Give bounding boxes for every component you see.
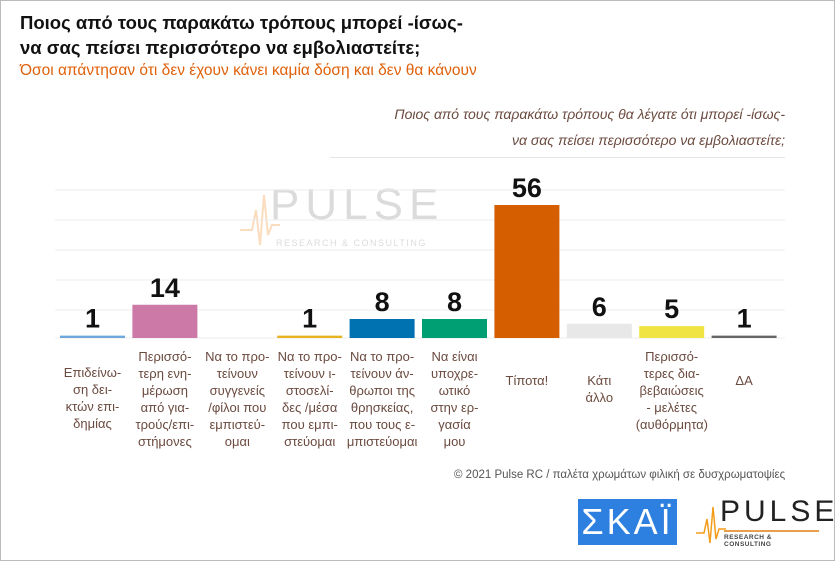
divider <box>330 157 785 158</box>
category-label-line: ΔΑ <box>735 373 753 388</box>
category-label-line: εμπιστεύ- <box>209 417 266 432</box>
bar <box>494 205 560 338</box>
category-label-line: τερη ενη- <box>138 366 192 381</box>
category-label: ΔΑ <box>708 372 780 389</box>
category-label-line: μου <box>443 434 466 449</box>
category-label-line: από για- <box>140 400 190 415</box>
category-label-line: συγγενείς <box>209 383 265 398</box>
category-label-line: θρησκείας, <box>350 400 414 415</box>
category-label-line: στην ερ- <box>430 400 479 415</box>
title-line-2: να σας πείσει περισσότερο να εμβολιαστεί… <box>20 37 421 58</box>
category-label-line: ωτικό <box>438 383 471 398</box>
category-label-line: (αυθόρμητα) <box>635 417 709 432</box>
category-label-line: μπιστεύομαι <box>346 434 418 449</box>
category-label: Να το προ-τείνουν συγγενείς/φίλοι που εμπι… <box>201 348 273 450</box>
bar <box>60 335 125 338</box>
bar <box>422 319 487 338</box>
category-label-line: - μελέτες <box>646 400 698 415</box>
category-label-line: που εμπι- <box>281 417 338 432</box>
category-label: Κάτι άλλο <box>563 372 635 406</box>
category-label: Να το προ-τείνουν ι-στοσελί-δες /μέσα που… <box>274 348 346 450</box>
category-label-line: άλλο <box>585 390 614 405</box>
question-line-1: Ποιος από τους παρακάτω τρόπους θα λέγατ… <box>394 106 785 122</box>
category-label-line: Να το προ- <box>277 349 342 364</box>
category-label-line: θρωποι της <box>349 383 415 398</box>
pulse-watermark: PULSE RESEARCH & CONSULTING <box>240 180 438 255</box>
category-label: Περισσό-τερες δια-βεβαιώσεις - μελέτες (αυ… <box>636 348 708 433</box>
question-text: Ποιος από τους παρακάτω τρόπους θα λέγατ… <box>265 101 785 153</box>
bar <box>277 335 343 338</box>
data-label: 1 <box>737 304 752 334</box>
category-label-line: μέρωση <box>141 383 188 398</box>
category-label-line: που τους ε- <box>349 417 416 432</box>
category-label-line: δες /μέσα <box>282 400 338 415</box>
category-label-line: ση δει- <box>72 382 113 397</box>
chart-subtitle: Όσοι απάντησαν ότι δεν έχουν κάνει καμία… <box>20 62 477 79</box>
pulse-wave-icon <box>696 506 726 544</box>
category-label-line: τερες δια- <box>643 366 700 381</box>
data-label: 6 <box>592 292 607 322</box>
bar <box>132 304 198 338</box>
category-label-line: Περισσό- <box>645 349 699 364</box>
category-label-line: Να το προ- <box>349 349 415 364</box>
category-label-line: Να το προ- <box>205 349 270 364</box>
category-label-line: υποχρε- <box>430 366 479 381</box>
pulse-logo: PULSE RESEARCH & CONSULTING <box>696 495 834 548</box>
footer-credit: © 2021 Pulse RC / παλέτα χρωμάτων φιλική… <box>454 469 786 481</box>
bar <box>711 335 777 338</box>
category-label-line: δημίας <box>73 416 112 431</box>
chart-title: Ποιος από τους παρακάτω τρόπους μπορεί -… <box>20 10 463 60</box>
category-label-line: στοσελί- <box>285 383 334 398</box>
skai-logo: ΣΚΑΪ <box>578 499 677 545</box>
data-label: 1 <box>302 304 317 334</box>
category-label-line: βεβαιώσεις <box>639 383 704 398</box>
category-label-line: στεύομαι <box>284 434 336 449</box>
data-label: 1 <box>85 304 100 334</box>
title-line-1: Ποιος από τους παρακάτω τρόπους μπορεί -… <box>20 12 463 33</box>
bar <box>639 326 705 338</box>
category-label-line: /φίλοι που <box>208 400 267 415</box>
category-label-line: γασία <box>438 417 471 432</box>
category-label: Να το προ-τείνουν άν-θρωποι της θρησκείας… <box>346 348 418 450</box>
pulse-logo-word: PULSE <box>720 495 835 528</box>
category-label-line: Κάτι <box>587 373 612 388</box>
category-label-line: στήμονες <box>138 434 192 449</box>
question-line-2: να σας πείσει περισσότερο να εμβολιαστεί… <box>511 132 785 148</box>
category-label-line: Επιδείνω- <box>63 365 122 380</box>
category-label-line: τείνουν άν- <box>350 366 414 381</box>
category-label-line: ομαι <box>224 434 250 449</box>
data-label: 8 <box>447 287 462 317</box>
category-label: Να είναι υποχρε-ωτικό στην ερ-γασία μου <box>419 348 491 450</box>
category-label-line: κτών επι- <box>65 399 120 414</box>
data-label: 5 <box>664 294 679 324</box>
category-label: Επιδείνω-ση δει-κτών επι-δημίας <box>57 364 129 432</box>
category-label-line: τείνουν ι- <box>283 366 336 381</box>
data-label: 14 <box>150 273 180 303</box>
category-label-line: τρούς/επι- <box>135 417 195 432</box>
category-label-line: τείνουν <box>216 366 258 381</box>
category-label-line: Να είναι <box>431 349 478 364</box>
category-label: Περισσό-τερη ενη-μέρωση από για-τρούς/επι… <box>129 348 201 450</box>
data-label: 8 <box>375 287 390 317</box>
watermark-word: PULSE <box>270 180 445 229</box>
watermark-sub: RESEARCH & CONSULTING <box>276 238 427 248</box>
pulse-logo-sub: RESEARCH & CONSULTING <box>724 534 772 548</box>
category-label-line: Περισσό- <box>138 349 192 364</box>
category-label: Τίποτα! <box>491 372 563 389</box>
bar <box>349 319 415 338</box>
category-label-line: Τίποτα! <box>505 373 549 388</box>
data-label: 56 <box>512 173 542 203</box>
bar <box>566 323 632 338</box>
pulse-logo-line <box>724 530 819 532</box>
